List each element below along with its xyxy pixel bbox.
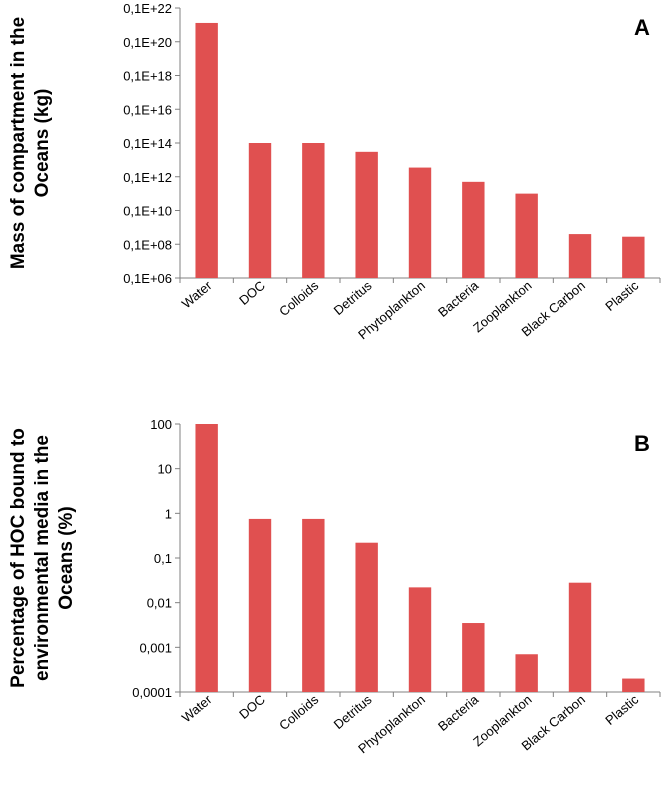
x-category-label: Plastic bbox=[602, 277, 641, 313]
bar-zooplankton bbox=[515, 654, 538, 692]
y-tick-label: 0,0001 bbox=[132, 685, 172, 700]
y-tick-label: 0,001 bbox=[139, 640, 172, 655]
x-category-label: Bacteria bbox=[435, 691, 482, 734]
x-category-label: Water bbox=[179, 277, 215, 311]
y-tick-label: 0,1E+14 bbox=[123, 136, 172, 151]
bar-bacteria bbox=[462, 623, 485, 692]
panel-label: A bbox=[634, 15, 650, 40]
x-category-label: Detritus bbox=[331, 277, 375, 318]
bar-bacteria bbox=[462, 181, 485, 278]
y-tick-label: 0,1E+18 bbox=[123, 69, 172, 84]
y-tick-label: 10 bbox=[158, 462, 172, 477]
bar-plastic bbox=[622, 678, 645, 692]
y-tick-label: 0,1E+06 bbox=[123, 271, 172, 286]
y-tick-label: 1 bbox=[165, 506, 172, 521]
y-tick-label: 0,01 bbox=[147, 596, 172, 611]
x-category-label: Colloids bbox=[276, 691, 321, 733]
bar-detritus bbox=[355, 151, 378, 278]
y-tick-label: 100 bbox=[150, 417, 172, 432]
bar-colloids bbox=[302, 518, 325, 692]
x-category-label: Plastic bbox=[602, 691, 641, 727]
bar-black-carbon bbox=[568, 234, 592, 278]
x-category-label: DOC bbox=[236, 692, 268, 722]
x-category-label: Bacteria bbox=[435, 277, 482, 320]
x-category-label: DOC bbox=[236, 278, 268, 308]
bar-colloids bbox=[302, 143, 325, 278]
panel-label: B bbox=[634, 431, 650, 456]
x-category-label: Detritus bbox=[331, 691, 375, 732]
y-axis-title-line: Oceans (%) bbox=[56, 506, 77, 609]
y-tick-label: 0,1 bbox=[154, 551, 172, 566]
y-tick-label: 0,1E+08 bbox=[123, 237, 172, 252]
bar-detritus bbox=[355, 542, 378, 692]
bar-doc bbox=[248, 518, 272, 692]
bar-phytoplankton bbox=[408, 587, 432, 692]
bar-doc bbox=[248, 143, 272, 278]
bar-water bbox=[195, 22, 218, 278]
y-tick-label: 0,1E+10 bbox=[123, 204, 172, 219]
bar-zooplankton bbox=[515, 193, 538, 278]
y-tick-label: 0,1E+20 bbox=[123, 35, 172, 50]
bar-phytoplankton bbox=[408, 167, 432, 278]
y-axis-title-line: Percentage of HOC bound to bbox=[8, 428, 29, 688]
y-axis-title-line: Mass of compartment in the bbox=[8, 17, 29, 269]
x-category-label: Colloids bbox=[276, 277, 321, 319]
x-category-label: Water bbox=[179, 691, 215, 725]
bar-water bbox=[195, 424, 218, 692]
y-tick-label: 0,1E+16 bbox=[123, 102, 172, 117]
y-tick-label: 0,1E+12 bbox=[123, 170, 172, 185]
bar-black-carbon bbox=[568, 582, 592, 692]
y-axis-title-line: environmental media in the bbox=[32, 435, 53, 681]
y-axis-title-line: Oceans (kg) bbox=[32, 89, 53, 198]
bar-plastic bbox=[622, 236, 645, 278]
y-tick-label: 0,1E+22 bbox=[123, 1, 172, 16]
